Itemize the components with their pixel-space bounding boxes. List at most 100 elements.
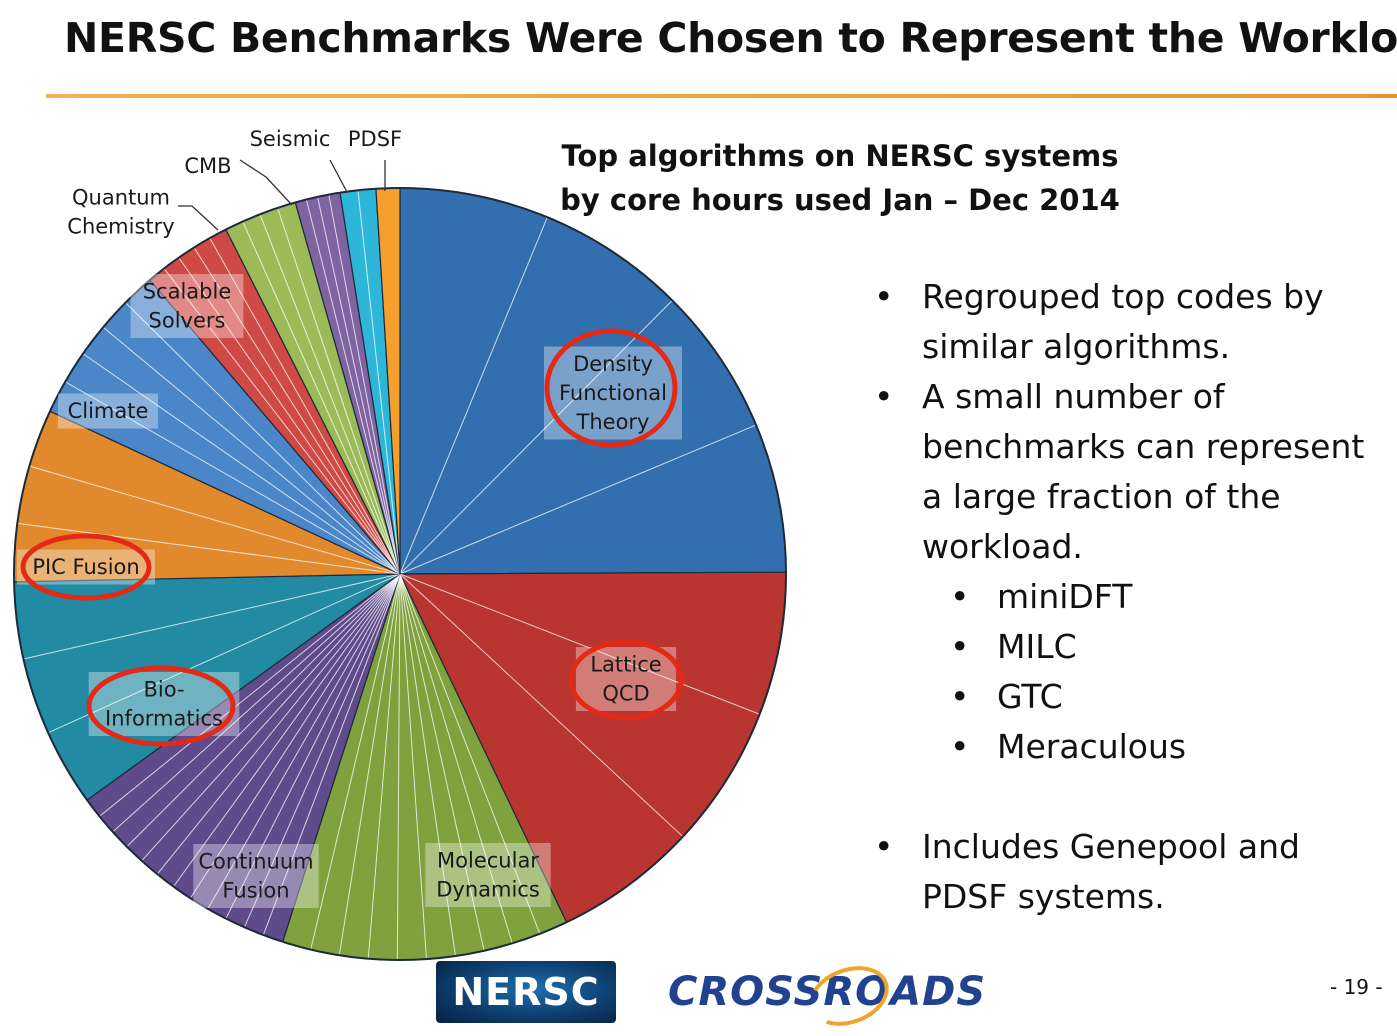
slice-label: Scalable [143, 280, 232, 304]
slice-label-group: PIC Fusion [17, 549, 155, 585]
bullet-item: miniDFT [872, 572, 1392, 622]
slice-label: Theory [576, 410, 650, 434]
bullet-item: Meraculous [872, 722, 1392, 772]
slice-label-group: CMB [184, 154, 231, 178]
slice-label: Climate [68, 399, 149, 423]
bullet-item: Includes Genepool and PDSF systems. [872, 822, 1392, 922]
slice-label-box [575, 647, 677, 711]
slice-label: CMB [184, 154, 231, 178]
slice-label: Dynamics [436, 878, 540, 902]
pie-subdivision-line [277, 208, 401, 575]
pie-subdivision-line [125, 302, 401, 575]
slice-label-box [193, 844, 319, 908]
pie-subdivision-line [399, 300, 672, 575]
slice-label: Bio- [143, 678, 184, 702]
pie-subdivision-line [190, 573, 401, 898]
slice-label: Seismic [250, 127, 331, 151]
bullet-list: Regrouped top codes by similar algorithm… [872, 272, 1392, 922]
slice-label: Lattice [590, 653, 661, 677]
pie-subdivision-line [399, 573, 456, 956]
slice-label: Molecular [437, 849, 539, 873]
pie-subdivision-line [399, 573, 759, 715]
slice-label-group: Seismic [250, 127, 331, 151]
chart-title: Top algorithms on NERSC systems by core … [560, 139, 1120, 217]
pie-subdivision-line [127, 573, 401, 847]
slide-title: NERSC Benchmarks Were Chosen to Represen… [64, 14, 1397, 62]
pie-outline [13, 187, 787, 961]
title-underline [46, 94, 1397, 98]
slice-label: Continuum [198, 850, 313, 874]
slice-label-box [17, 549, 155, 585]
pie-subdivision-line [396, 573, 401, 959]
pie-subdivision-line [18, 523, 401, 575]
slice-label-group: Quantum Chemistry [67, 186, 174, 239]
slice-label: Informatics [105, 707, 223, 731]
pie-subdivision-line [399, 573, 513, 943]
pie-subdivision-line [24, 573, 401, 660]
slice-label: QCD [602, 682, 649, 706]
pie-subdivision-line [328, 195, 401, 575]
pie-subdivision-line [244, 573, 401, 927]
highlight-circle [86, 665, 236, 747]
pie-subdivision-line [48, 573, 401, 733]
pie-subdivision-line [194, 248, 401, 575]
pie-subdivision-line [338, 573, 401, 955]
slice-label-group: Climate [57, 393, 159, 429]
slice-label: Chemistry [67, 215, 174, 239]
pie-subdivision-line [317, 197, 401, 575]
pie-subdivision-line [30, 465, 401, 575]
pie-subdivision-line [173, 573, 401, 887]
slice-label-group: PDSF [348, 127, 402, 151]
highlight-circle [568, 639, 684, 721]
slice-label-box [425, 843, 551, 907]
slice-label: Quantum [72, 186, 170, 210]
bullet-item: Regrouped top codes by similar algorithm… [872, 272, 1392, 372]
highlight-circle [544, 328, 678, 448]
pie-subdivision-line [178, 258, 401, 575]
slice-label-group: Continuum Fusion [193, 844, 319, 908]
pie-subdivision-line [357, 191, 401, 575]
bullet-item: GTC [872, 672, 1392, 722]
pie-subdivision-line [259, 215, 401, 575]
pie-subdivision-line [263, 573, 401, 935]
pie-subdivision-line [157, 573, 401, 874]
highlight-circle [20, 533, 152, 601]
leader-line [239, 159, 293, 206]
pie-subdivision-line [209, 238, 401, 575]
page-number: - 19 - [1330, 975, 1383, 999]
pie-subdivision-line [310, 573, 401, 949]
pie-subdivision-line [399, 217, 548, 575]
slice-label-group: Scalable Solvers [130, 274, 244, 338]
bullet-item: A small number of benchmarks can represe… [872, 372, 1392, 572]
pie-subdivision-line [399, 424, 756, 575]
leader-line [178, 205, 219, 231]
pie-subdivision-line [103, 327, 401, 575]
bullet-item: MILC [872, 622, 1392, 672]
slice-label: PIC Fusion [32, 555, 139, 579]
crossroads-logo: CROSSROADS [668, 969, 987, 1015]
pie-subdivision-line [207, 573, 401, 909]
slice-label-box [130, 274, 244, 338]
pie-subdivision-line [113, 573, 401, 832]
pie-subdivision-line [99, 573, 401, 817]
slice-label-group: Molecular Dynamics [425, 843, 551, 907]
slice-label: Functional [559, 381, 667, 405]
slice-label-box [57, 393, 159, 429]
pie-subdivision-line [399, 573, 427, 959]
pie-subdivision-line [306, 200, 401, 575]
pie-subdivision-line [164, 268, 401, 575]
slice-label: Density [573, 352, 653, 376]
pie-subdivision-line [399, 573, 683, 837]
slice-label: Fusion [222, 879, 289, 903]
slice-label: Solvers [149, 309, 226, 333]
pie-subdivision-line [141, 573, 401, 861]
pie-subdivision-line [83, 353, 401, 575]
nersc-logo: NERSC [436, 961, 616, 1023]
slice-label-group: Lattice QCD [575, 647, 677, 711]
pie-subdivision-line [242, 222, 401, 575]
pie-subdivision-line [399, 573, 485, 950]
slice-label-group: Bio- Informatics [88, 672, 240, 736]
pie-subdivision-line [225, 573, 401, 918]
pie-subdivision-line [367, 573, 401, 958]
